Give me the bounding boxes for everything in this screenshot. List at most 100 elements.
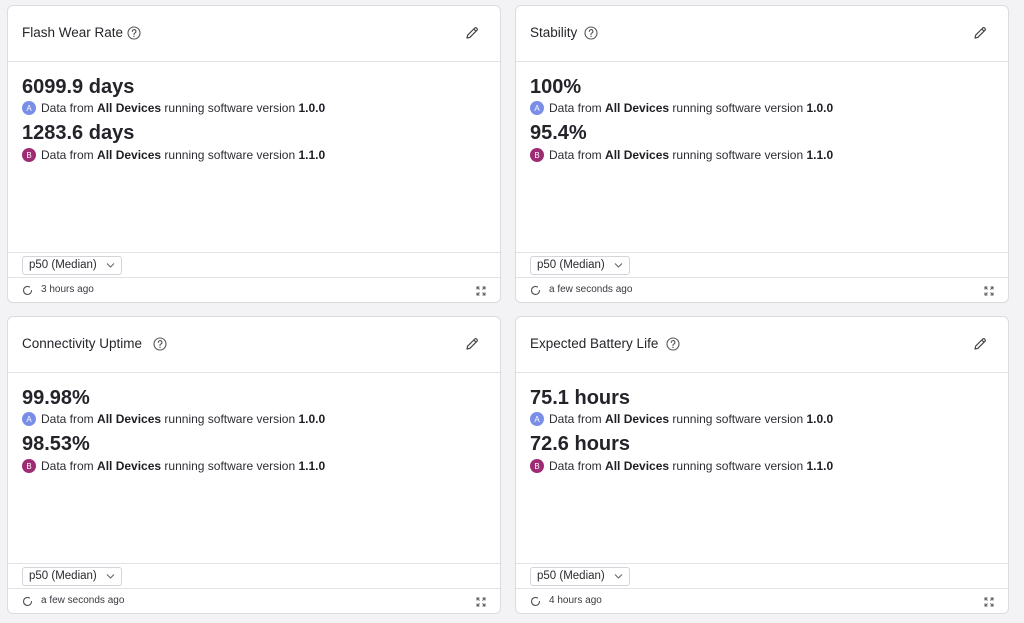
- card-title: Flash Wear Rate: [22, 25, 124, 40]
- badge-b: B: [530, 148, 544, 162]
- metric-value-a: 100%: [530, 76, 582, 98]
- source-version: 1.0.0: [806, 101, 834, 115]
- source-middle: running software version: [164, 101, 296, 115]
- pencil-icon[interactable]: [972, 336, 988, 352]
- metric-card-stability: Stability 100% A Data from All Devices r…: [515, 5, 1009, 303]
- source-prefix: Data from: [549, 148, 602, 162]
- percentile-select-value: p50 (Median): [537, 570, 605, 582]
- percentile-row: p50 (Median): [516, 563, 1008, 589]
- card-footer: 4 hours ago: [516, 589, 1008, 613]
- percentile-select[interactable]: p50 (Median): [530, 567, 630, 586]
- pencil-icon[interactable]: [464, 25, 480, 41]
- expand-icon[interactable]: [984, 286, 994, 296]
- refresh-icon[interactable]: [22, 596, 33, 607]
- source-devices: All Devices: [605, 101, 670, 115]
- percentile-row: p50 (Median): [516, 252, 1008, 278]
- percentile-select-value: p50 (Median): [537, 259, 605, 271]
- refresh-icon[interactable]: [530, 596, 541, 607]
- percentile-select[interactable]: p50 (Median): [22, 567, 122, 586]
- source-middle: running software version: [672, 412, 804, 426]
- source-devices: All Devices: [605, 148, 670, 162]
- card-footer: 3 hours ago: [8, 278, 500, 302]
- card-footer: a few seconds ago: [516, 278, 1008, 302]
- help-circle-icon[interactable]: [584, 26, 598, 40]
- help-circle-icon[interactable]: [153, 337, 167, 351]
- metric-card-connectivity-uptime: Connectivity Uptime 99.98% A Data from A…: [7, 316, 501, 614]
- expand-icon[interactable]: [476, 597, 486, 607]
- metric-source-b: B Data from All Devices running software…: [22, 459, 325, 473]
- source-devices: All Devices: [97, 148, 162, 162]
- metric-source-a: A Data from All Devices running software…: [530, 412, 833, 426]
- source-prefix: Data from: [41, 412, 94, 426]
- metric-value-a: 99.98%: [22, 387, 90, 409]
- refresh-icon[interactable]: [530, 285, 541, 296]
- percentile-select-value: p50 (Median): [29, 259, 97, 271]
- help-circle-icon[interactable]: [127, 26, 141, 40]
- source-devices: All Devices: [605, 412, 670, 426]
- chevron-down-icon: [614, 574, 623, 579]
- badge-a: A: [22, 101, 36, 115]
- source-middle: running software version: [672, 148, 804, 162]
- source-version: 1.1.0: [806, 459, 834, 473]
- chevron-down-icon: [106, 263, 115, 268]
- source-devices: All Devices: [97, 412, 162, 426]
- metric-value-a: 75.1 hours: [530, 387, 631, 409]
- metric-card-flash-wear-rate: Flash Wear Rate 6099.9 days A Data from …: [7, 5, 501, 303]
- source-version: 1.0.0: [806, 412, 834, 426]
- card-title: Stability: [530, 25, 578, 40]
- pencil-icon[interactable]: [972, 25, 988, 41]
- percentile-row: p50 (Median): [8, 563, 500, 589]
- source-prefix: Data from: [41, 148, 94, 162]
- source-middle: running software version: [672, 459, 804, 473]
- metric-source-a: A Data from All Devices running software…: [22, 412, 325, 426]
- expand-icon[interactable]: [476, 286, 486, 296]
- badge-b: B: [22, 148, 36, 162]
- help-circle-icon[interactable]: [666, 337, 680, 351]
- card-header: Connectivity Uptime: [8, 317, 500, 373]
- badge-a: A: [22, 412, 36, 426]
- percentile-select[interactable]: p50 (Median): [530, 256, 630, 275]
- source-middle: running software version: [164, 412, 296, 426]
- refresh-icon[interactable]: [22, 285, 33, 296]
- source-devices: All Devices: [605, 459, 670, 473]
- metric-source-b: B Data from All Devices running software…: [530, 459, 833, 473]
- chevron-down-icon: [614, 263, 623, 268]
- last-updated-text: a few seconds ago: [41, 595, 125, 606]
- badge-b: B: [530, 459, 544, 473]
- source-version: 1.0.0: [298, 101, 326, 115]
- last-updated-text: 3 hours ago: [41, 284, 94, 295]
- source-prefix: Data from: [549, 101, 602, 115]
- last-updated-text: a few seconds ago: [549, 284, 633, 295]
- source-version: 1.1.0: [806, 148, 834, 162]
- metric-source-a: A Data from All Devices running software…: [530, 101, 833, 115]
- source-middle: running software version: [164, 459, 296, 473]
- metric-value-a: 6099.9 days: [22, 76, 135, 98]
- percentile-row: p50 (Median): [8, 252, 500, 278]
- percentile-select[interactable]: p50 (Median): [22, 256, 122, 275]
- card-title: Connectivity Uptime: [22, 336, 143, 351]
- metric-value-b: 1283.6 days: [22, 122, 135, 144]
- metric-value-b: 72.6 hours: [530, 433, 631, 455]
- source-middle: running software version: [164, 148, 296, 162]
- badge-a: A: [530, 101, 544, 115]
- metric-value-b: 98.53%: [22, 433, 90, 455]
- card-header: Expected Battery Life: [516, 317, 1008, 373]
- card-footer: a few seconds ago: [8, 589, 500, 613]
- source-middle: running software version: [672, 101, 804, 115]
- source-prefix: Data from: [549, 459, 602, 473]
- source-prefix: Data from: [41, 459, 94, 473]
- source-version: 1.1.0: [298, 459, 326, 473]
- source-devices: All Devices: [97, 101, 162, 115]
- source-prefix: Data from: [549, 412, 602, 426]
- source-version: 1.1.0: [298, 148, 326, 162]
- expand-icon[interactable]: [984, 597, 994, 607]
- card-title: Expected Battery Life: [530, 336, 659, 351]
- card-header: Flash Wear Rate: [8, 6, 500, 62]
- badge-b: B: [22, 459, 36, 473]
- pencil-icon[interactable]: [464, 336, 480, 352]
- card-header: Stability: [516, 6, 1008, 62]
- percentile-select-value: p50 (Median): [29, 570, 97, 582]
- metric-source-b: B Data from All Devices running software…: [530, 148, 833, 162]
- metric-source-a: A Data from All Devices running software…: [22, 101, 325, 115]
- metric-source-b: B Data from All Devices running software…: [22, 148, 325, 162]
